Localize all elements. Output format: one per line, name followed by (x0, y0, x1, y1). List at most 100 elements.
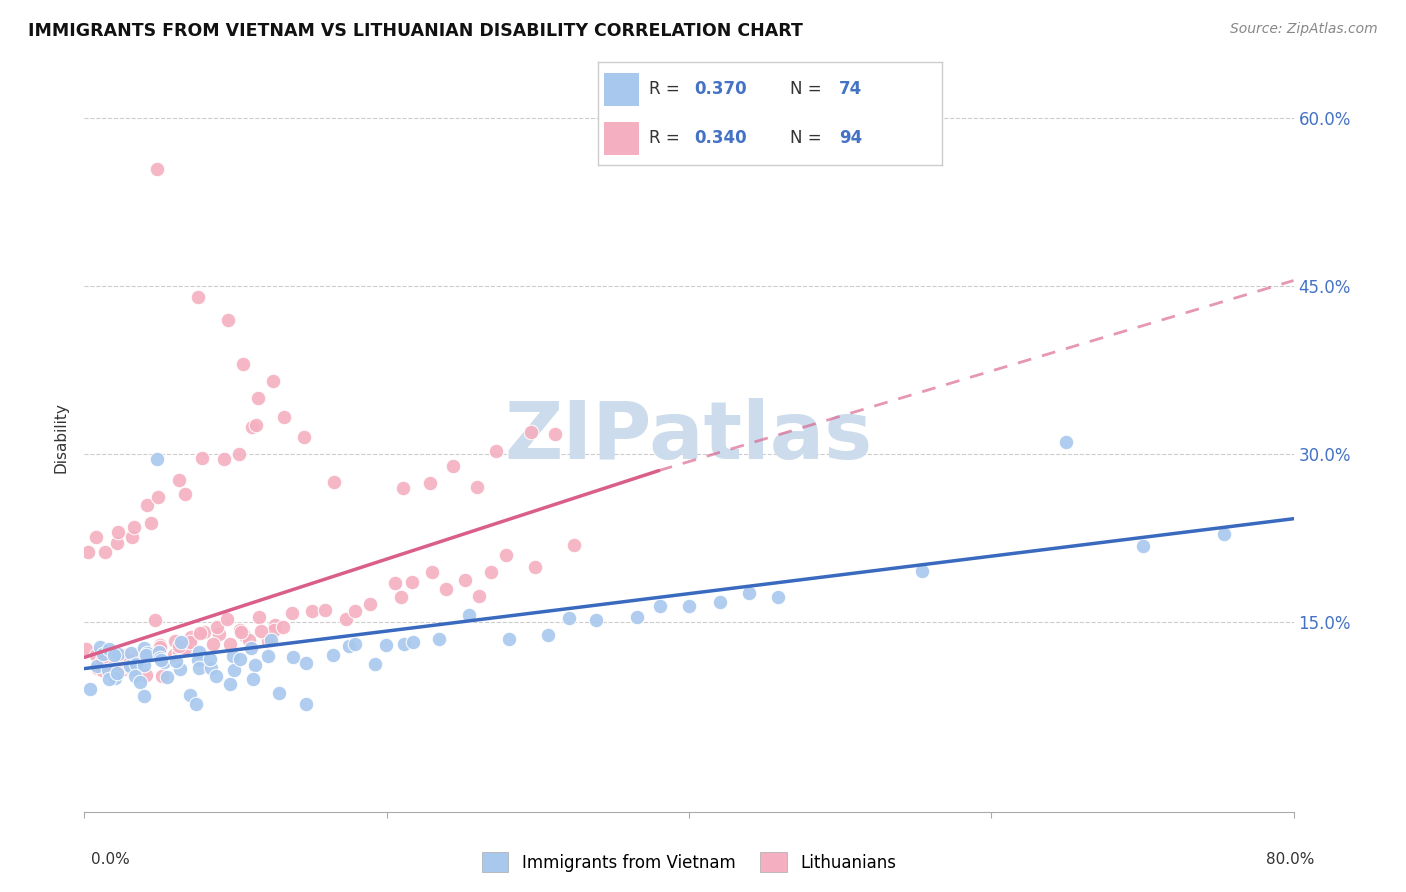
Point (97, 663, 120, 677)
Point (401, 575, 423, 590)
Point (337, 639, 360, 653)
Point (135, 649, 157, 664)
Point (269, 686, 291, 700)
Point (384, 575, 406, 590)
Point (273, 410, 295, 425)
Point (232, 358, 254, 372)
Point (558, 611, 581, 625)
Point (215, 612, 238, 626)
Point (165, 654, 187, 668)
Point (768, 590, 790, 604)
Point (84, 648, 107, 663)
Point (120, 653, 142, 667)
Point (468, 589, 491, 603)
Point (79, 681, 101, 696)
Point (135, 648, 157, 662)
Point (648, 599, 671, 613)
Point (103, 658, 125, 673)
Point (124, 668, 146, 682)
Point (394, 637, 416, 651)
Point (131, 647, 153, 661)
Point (94, 545, 117, 559)
Point (263, 623, 285, 637)
Point (122, 519, 145, 533)
Text: 0.370: 0.370 (695, 80, 747, 98)
Point (239, 640, 262, 655)
Point (222, 649, 245, 664)
Point (180, 630, 202, 644)
Point (125, 657, 148, 671)
Point (205, 620, 228, 634)
Point (98, 672, 121, 686)
Point (98, 652, 121, 666)
Point (271, 620, 294, 634)
Point (228, 447, 250, 461)
Point (242, 672, 264, 686)
Point (198, 651, 221, 665)
Point (420, 565, 443, 579)
Point (188, 626, 211, 640)
Point (107, 647, 129, 661)
Point (112, 662, 135, 676)
Point (314, 603, 336, 617)
Point (479, 566, 502, 580)
Point (184, 697, 207, 711)
Point (118, 658, 141, 673)
Legend: Immigrants from Vietnam, Lithuanians: Immigrants from Vietnam, Lithuanians (475, 846, 903, 879)
Text: 94: 94 (838, 129, 862, 147)
Point (89, 640, 111, 655)
Point (294, 657, 316, 671)
Point (174, 640, 197, 655)
Point (120, 646, 142, 660)
Point (1132, 539, 1154, 553)
Point (498, 632, 520, 646)
Point (86, 659, 108, 673)
Point (173, 487, 195, 501)
Point (247, 391, 270, 405)
Point (75, 642, 97, 657)
Point (322, 475, 344, 489)
Point (281, 606, 304, 620)
Point (153, 655, 176, 669)
Point (186, 653, 208, 667)
Point (257, 634, 280, 648)
Point (245, 418, 267, 433)
Point (208, 627, 231, 641)
Point (97, 641, 120, 656)
Point (129, 674, 152, 689)
Point (121, 662, 143, 676)
Point (90, 663, 112, 677)
Point (150, 668, 173, 682)
Point (264, 617, 287, 632)
Point (434, 582, 457, 596)
Point (107, 654, 129, 668)
Point (149, 640, 172, 655)
Point (335, 612, 357, 626)
Point (107, 525, 129, 540)
Point (709, 594, 731, 608)
Point (678, 599, 700, 613)
Point (219, 637, 242, 651)
Point (454, 574, 477, 588)
Point (419, 476, 441, 491)
Point (105, 536, 128, 550)
Point (112, 651, 135, 665)
Point (146, 161, 169, 176)
Point (389, 591, 412, 605)
Point (112, 659, 135, 673)
Point (125, 650, 148, 665)
Point (104, 671, 127, 685)
Point (187, 661, 209, 675)
Point (1054, 434, 1077, 449)
Point (238, 633, 260, 648)
Point (138, 645, 160, 659)
Point (86, 661, 108, 675)
Point (132, 640, 155, 655)
Point (188, 645, 211, 659)
Point (193, 624, 215, 639)
Point (139, 516, 162, 531)
Point (107, 660, 129, 674)
Point (136, 498, 159, 512)
Point (458, 607, 481, 622)
Point (179, 635, 201, 649)
